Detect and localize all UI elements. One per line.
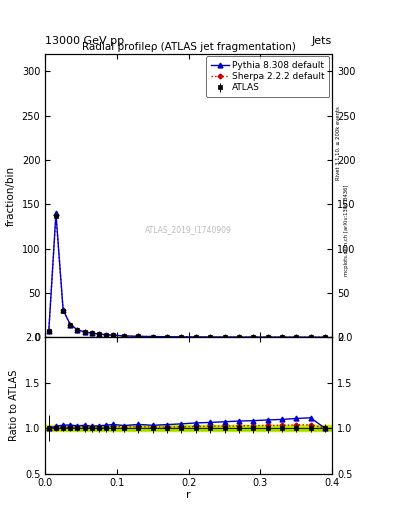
Text: ATLAS_2019_I1740909: ATLAS_2019_I1740909 <box>145 225 232 234</box>
X-axis label: r: r <box>186 490 191 500</box>
Legend: Pythia 8.308 default, Sherpa 2.2.2 default, ATLAS: Pythia 8.308 default, Sherpa 2.2.2 defau… <box>206 56 329 97</box>
Sherpa 2.2.2 default <box>323 334 327 340</box>
Text: mcplots.cern.ch [arXiv:1306.3436]: mcplots.cern.ch [arXiv:1306.3436] <box>344 185 349 276</box>
Sherpa 2.2.2 default <box>237 334 241 340</box>
Pythia 8.308 default <box>61 307 66 313</box>
Text: Rivet 3.1.10, ≥ 200k events: Rivet 3.1.10, ≥ 200k events <box>336 106 341 180</box>
Pythia 8.308 default <box>151 333 155 339</box>
Sherpa 2.2.2 default <box>308 334 313 340</box>
Line: Pythia 8.308 default: Pythia 8.308 default <box>46 211 327 339</box>
Text: 13000 GeV pp: 13000 GeV pp <box>45 36 124 46</box>
Pythia 8.308 default <box>265 334 270 340</box>
Sherpa 2.2.2 default <box>279 334 284 340</box>
Y-axis label: Ratio to ATLAS: Ratio to ATLAS <box>9 370 19 441</box>
Sherpa 2.2.2 default <box>151 333 155 339</box>
Pythia 8.308 default <box>193 334 198 340</box>
Pythia 8.308 default <box>136 333 141 339</box>
Sherpa 2.2.2 default <box>111 332 116 338</box>
Sherpa 2.2.2 default <box>265 334 270 340</box>
Pythia 8.308 default <box>165 334 169 340</box>
Sherpa 2.2.2 default <box>294 334 299 340</box>
Pythia 8.308 default <box>68 322 73 328</box>
Sherpa 2.2.2 default <box>90 330 94 336</box>
Pythia 8.308 default <box>323 334 327 340</box>
Sherpa 2.2.2 default <box>208 334 213 340</box>
Sherpa 2.2.2 default <box>136 333 141 339</box>
Pythia 8.308 default <box>251 334 255 340</box>
Pythia 8.308 default <box>279 334 284 340</box>
Title: Radial profileρ (ATLAS jet fragmentation): Radial profileρ (ATLAS jet fragmentation… <box>82 41 296 52</box>
Line: Sherpa 2.2.2 default: Sherpa 2.2.2 default <box>47 214 327 339</box>
Sherpa 2.2.2 default <box>104 332 108 338</box>
Pythia 8.308 default <box>179 334 184 340</box>
Sherpa 2.2.2 default <box>46 328 51 334</box>
Pythia 8.308 default <box>122 333 127 339</box>
Pythia 8.308 default <box>104 332 108 338</box>
Sherpa 2.2.2 default <box>53 212 58 218</box>
Sherpa 2.2.2 default <box>61 307 66 313</box>
Sherpa 2.2.2 default <box>165 334 169 340</box>
Pythia 8.308 default <box>90 330 94 336</box>
Pythia 8.308 default <box>237 334 241 340</box>
Pythia 8.308 default <box>294 334 299 340</box>
Sherpa 2.2.2 default <box>193 334 198 340</box>
Pythia 8.308 default <box>97 331 101 337</box>
Pythia 8.308 default <box>75 327 80 333</box>
Pythia 8.308 default <box>53 210 58 217</box>
Pythia 8.308 default <box>111 332 116 338</box>
Text: Jets: Jets <box>312 36 332 46</box>
Sherpa 2.2.2 default <box>82 329 87 335</box>
Y-axis label: fraction/bin: fraction/bin <box>6 165 16 226</box>
Sherpa 2.2.2 default <box>75 327 80 333</box>
Pythia 8.308 default <box>82 329 87 335</box>
Sherpa 2.2.2 default <box>97 331 101 337</box>
Pythia 8.308 default <box>308 334 313 340</box>
Sherpa 2.2.2 default <box>179 334 184 340</box>
Pythia 8.308 default <box>46 328 51 334</box>
Sherpa 2.2.2 default <box>251 334 255 340</box>
Sherpa 2.2.2 default <box>222 334 227 340</box>
Sherpa 2.2.2 default <box>122 333 127 339</box>
Pythia 8.308 default <box>208 334 213 340</box>
Pythia 8.308 default <box>222 334 227 340</box>
Sherpa 2.2.2 default <box>68 322 73 328</box>
